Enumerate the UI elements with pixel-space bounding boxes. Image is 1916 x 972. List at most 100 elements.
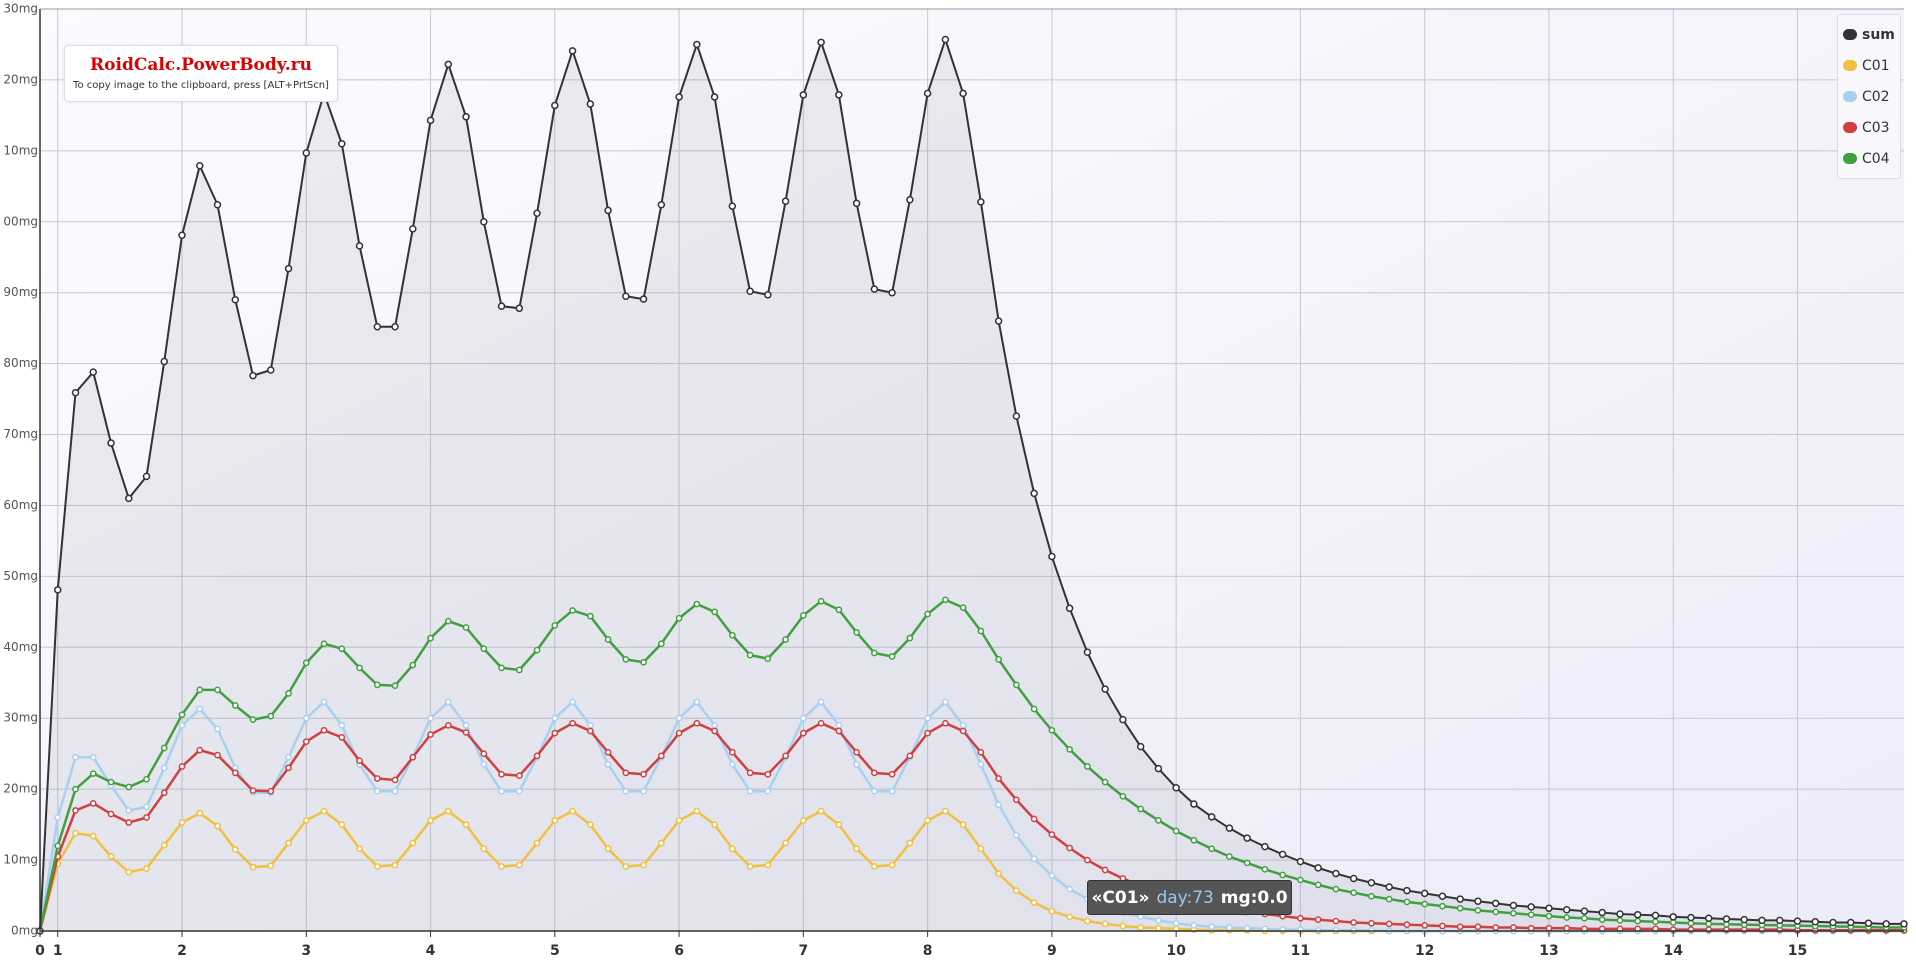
legend-item[interactable]: C03 (1838, 112, 1900, 143)
data-point (125, 868, 133, 876)
data-point (1527, 903, 1535, 911)
data-point (1243, 834, 1251, 842)
data-point (675, 817, 683, 824)
data-point (800, 612, 807, 619)
data-point (1705, 920, 1713, 928)
data-point (160, 764, 168, 772)
data-point (373, 322, 382, 331)
y-tick-label: 0mg (11, 924, 38, 938)
tooltip-day: day:73 (1156, 887, 1214, 908)
y-tick-label: 10mg (3, 143, 38, 157)
x-tick-label: 9 (1047, 943, 1057, 959)
data-point (1278, 850, 1287, 859)
x-tick-label: 1 (53, 943, 63, 959)
data-point (1510, 924, 1517, 931)
data-point (356, 757, 363, 765)
data-point (1349, 874, 1358, 883)
data-point (231, 296, 240, 304)
data-point (1562, 905, 1571, 914)
data-point (1456, 895, 1464, 903)
legend-label: C02 (1862, 88, 1890, 105)
data-point (1616, 917, 1624, 924)
x-tick-label: 3 (301, 943, 311, 959)
data-point (1829, 918, 1837, 927)
data-point (178, 819, 186, 826)
data-point (1314, 916, 1322, 924)
data-point (143, 775, 150, 783)
legend-item[interactable]: sum (1838, 19, 1900, 50)
data-point (1474, 907, 1482, 914)
data-point (125, 819, 133, 826)
data-point (125, 494, 133, 503)
data-point (54, 586, 62, 594)
data-point (586, 721, 594, 729)
data-point (728, 631, 736, 639)
tooltip: «C01» day:73 mg:0.0 (1087, 880, 1292, 915)
data-point (1385, 895, 1393, 903)
data-point (1421, 921, 1429, 929)
data-point (941, 35, 950, 44)
data-point (409, 661, 417, 669)
plot-background (40, 9, 1904, 931)
data-point (1172, 827, 1180, 835)
data-point (160, 841, 168, 849)
data-point (1687, 913, 1695, 922)
data-point (622, 292, 630, 300)
data-point (1101, 920, 1109, 928)
data-point (1084, 917, 1091, 925)
data-point (1314, 864, 1322, 872)
data-point (302, 738, 310, 745)
data-point (1439, 922, 1446, 930)
data-point (1758, 916, 1766, 925)
data-point (551, 621, 559, 629)
data-point (710, 93, 719, 101)
data-point (142, 472, 151, 481)
data-point (551, 817, 559, 824)
data-point (799, 91, 808, 99)
data-point (125, 783, 133, 791)
data-point (693, 600, 701, 608)
data-point (214, 822, 221, 830)
data-point (533, 646, 541, 654)
data-point (888, 653, 896, 660)
sum-area (40, 39, 1904, 931)
data-point (178, 711, 186, 719)
data-point (1084, 763, 1091, 770)
data-point (1101, 778, 1109, 786)
data-point (267, 366, 275, 374)
y-tick-label: 70mg (3, 427, 38, 441)
data-point (249, 371, 257, 380)
data-point (1297, 876, 1304, 884)
data-point (497, 302, 506, 310)
data-point (746, 287, 754, 296)
data-point (214, 751, 221, 759)
data-point (1492, 908, 1500, 916)
data-point (728, 760, 736, 768)
data-point (835, 91, 843, 99)
legend-item[interactable]: C02 (1838, 81, 1900, 112)
data-point (1527, 924, 1535, 932)
data-point (1208, 845, 1216, 853)
data-point (178, 763, 186, 770)
legend-item[interactable]: C01 (1838, 50, 1900, 81)
x-tick-label: 10 (1166, 943, 1186, 959)
watermark-title: RoidCalc.PowerBody.ru (90, 55, 312, 75)
data-point (746, 863, 754, 870)
data-point (817, 807, 825, 815)
data-point (515, 772, 523, 780)
data-point (1243, 859, 1251, 867)
data-point (693, 719, 701, 727)
data-point (143, 865, 150, 872)
data-point (782, 636, 789, 643)
data-point (338, 721, 346, 729)
data-point (586, 727, 594, 735)
data-point (675, 93, 683, 101)
data-point (1456, 904, 1464, 912)
tooltip-series: «C01» (1091, 887, 1150, 908)
data-point (89, 770, 97, 777)
data-point (622, 863, 630, 870)
data-point (498, 863, 505, 870)
data-point (675, 729, 683, 737)
data-point (711, 721, 718, 729)
legend-item[interactable]: C04 (1838, 143, 1900, 174)
